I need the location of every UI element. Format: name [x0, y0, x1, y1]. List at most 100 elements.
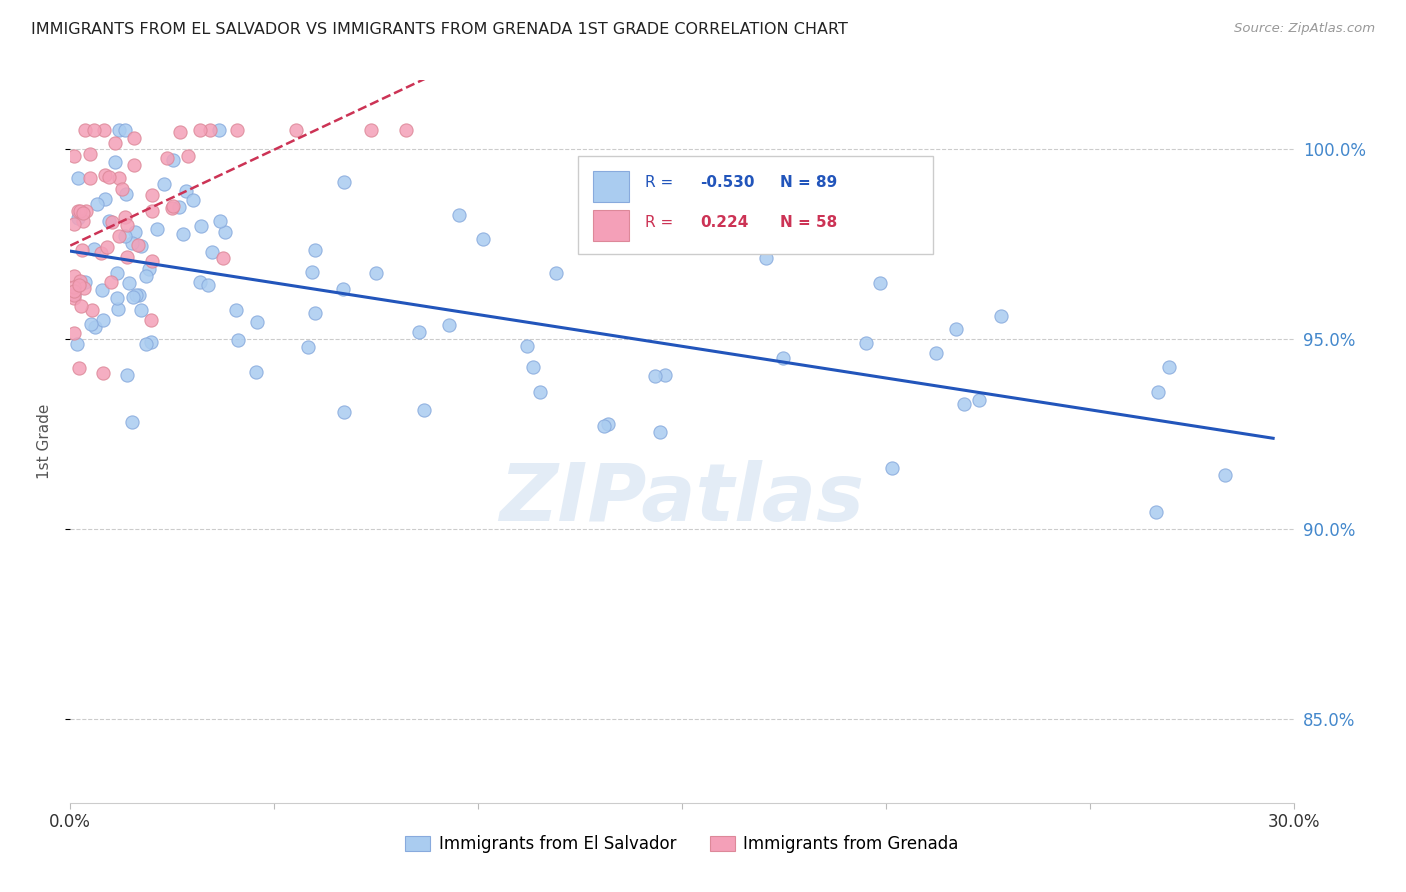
Point [332, 282, 354, 296]
Point [246, 315, 269, 329]
Point [544, 266, 567, 280]
Point [91, 284, 114, 298]
Point [755, 252, 778, 266]
Point [105, 267, 128, 281]
Point [225, 303, 247, 318]
Point [197, 278, 219, 293]
Point [945, 322, 967, 336]
Point [104, 136, 127, 150]
Point [75, 204, 97, 219]
Point [139, 313, 162, 327]
Point [174, 184, 197, 198]
Point [114, 229, 136, 244]
Point [63, 288, 86, 302]
Point [162, 199, 184, 213]
Point [471, 232, 494, 246]
Point [129, 303, 152, 318]
Point [869, 276, 891, 290]
Point [80, 302, 103, 317]
Point [72, 206, 94, 220]
Point [124, 225, 146, 239]
Point [304, 305, 326, 319]
Point [190, 219, 212, 234]
Bar [592, 171, 630, 202]
Point [115, 368, 138, 383]
Point [114, 211, 136, 225]
Point [69, 278, 91, 293]
Point [437, 318, 460, 332]
Point [122, 290, 145, 304]
Text: ZIPatlas: ZIPatlas [499, 460, 865, 539]
Point [91, 366, 114, 380]
Point [172, 227, 194, 241]
Point [86, 197, 108, 211]
Point [408, 325, 430, 339]
Point [63, 280, 86, 294]
Point [924, 346, 946, 360]
Point [214, 225, 236, 239]
Point [593, 418, 616, 433]
Point [115, 251, 138, 265]
Point [990, 309, 1012, 323]
Point [1213, 467, 1236, 482]
Point [141, 188, 163, 202]
Point [129, 238, 152, 252]
Point [107, 301, 129, 316]
Point [212, 252, 235, 266]
Point [138, 261, 160, 276]
Point [650, 425, 672, 440]
Point [108, 122, 131, 136]
Point [97, 214, 120, 228]
Point [63, 217, 86, 231]
Point [880, 461, 903, 475]
Bar [592, 211, 630, 241]
Y-axis label: 1st Grade: 1st Grade [37, 404, 52, 479]
Point [108, 170, 131, 185]
Text: R =: R = [645, 215, 678, 230]
Point [121, 415, 143, 429]
Point [93, 122, 115, 136]
Point [332, 175, 354, 189]
Point [952, 397, 974, 411]
Point [304, 243, 326, 257]
Point [644, 368, 666, 383]
Point [96, 239, 118, 253]
Point [226, 122, 249, 136]
Text: 0.224: 0.224 [700, 215, 748, 230]
Legend: Immigrants from El Salvador, Immigrants from Grenada: Immigrants from El Salvador, Immigrants … [399, 828, 965, 860]
Point [297, 340, 319, 354]
Point [121, 235, 143, 250]
Point [115, 218, 138, 232]
Point [395, 122, 418, 136]
Point [63, 285, 86, 299]
Text: Source: ZipAtlas.com: Source: ZipAtlas.com [1234, 22, 1375, 36]
Text: N = 58: N = 58 [780, 215, 837, 230]
Point [111, 182, 134, 196]
Point [135, 336, 157, 351]
Point [596, 417, 619, 432]
Point [63, 291, 86, 305]
Point [63, 326, 86, 340]
Point [190, 122, 212, 136]
Point [91, 313, 114, 327]
Point [141, 254, 163, 268]
Point [135, 269, 157, 284]
Point [522, 360, 544, 375]
Point [146, 221, 169, 235]
Point [201, 245, 224, 260]
Point [108, 229, 131, 244]
Text: N = 89: N = 89 [780, 176, 837, 190]
Point [101, 215, 124, 229]
Point [100, 275, 122, 289]
Point [118, 276, 141, 290]
Point [412, 403, 434, 417]
Point [364, 266, 387, 280]
Point [67, 170, 90, 185]
Point [153, 178, 176, 192]
Point [70, 243, 93, 257]
Point [207, 122, 229, 136]
Point [79, 317, 101, 331]
Point [73, 275, 96, 289]
Point [967, 392, 990, 407]
Point [449, 208, 471, 222]
